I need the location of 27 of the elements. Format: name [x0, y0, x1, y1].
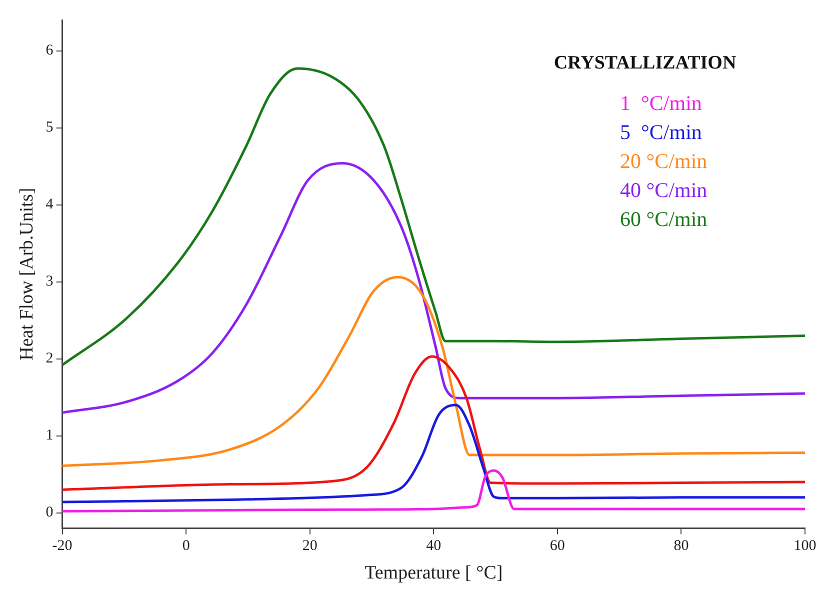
line-series — [62, 355, 805, 491]
y-tick-label: 4 — [46, 196, 54, 213]
y-tick-label: 1 — [46, 428, 54, 444]
x-tick-label: 100 — [794, 538, 816, 554]
x-tick-label: 80 — [674, 538, 689, 554]
text: CRYSTALLIZATION — [554, 52, 736, 74]
y-tick-label: 2 — [46, 350, 54, 367]
x-axis-title: Temperature [ °C] — [364, 562, 503, 584]
text: 1 °C/min — [620, 91, 702, 116]
y-axis-title: Heat Flow [Arb.Units] — [16, 188, 38, 360]
y-tick-label: 3 — [46, 274, 54, 290]
line-series — [62, 469, 805, 513]
text: 60 °C/min — [620, 207, 708, 232]
text: 5 °C/min — [620, 120, 702, 144]
x-tick-label: 0 — [182, 538, 190, 554]
x-tick-label: 40 — [426, 538, 442, 554]
line-series — [62, 404, 805, 504]
text: 20 °C/min — [620, 149, 708, 174]
x-tick-label: 60 — [550, 538, 565, 554]
y-tick-label: 6 — [46, 42, 54, 59]
y-tick-label: 0 — [46, 504, 54, 521]
y-tick-label: 5 — [46, 120, 54, 136]
line-series — [62, 67, 805, 366]
line-series — [62, 276, 805, 468]
x-tick-label: -20 — [52, 538, 72, 554]
text: 40 °C/min — [620, 178, 708, 202]
x-tick-label: 20 — [302, 538, 318, 554]
